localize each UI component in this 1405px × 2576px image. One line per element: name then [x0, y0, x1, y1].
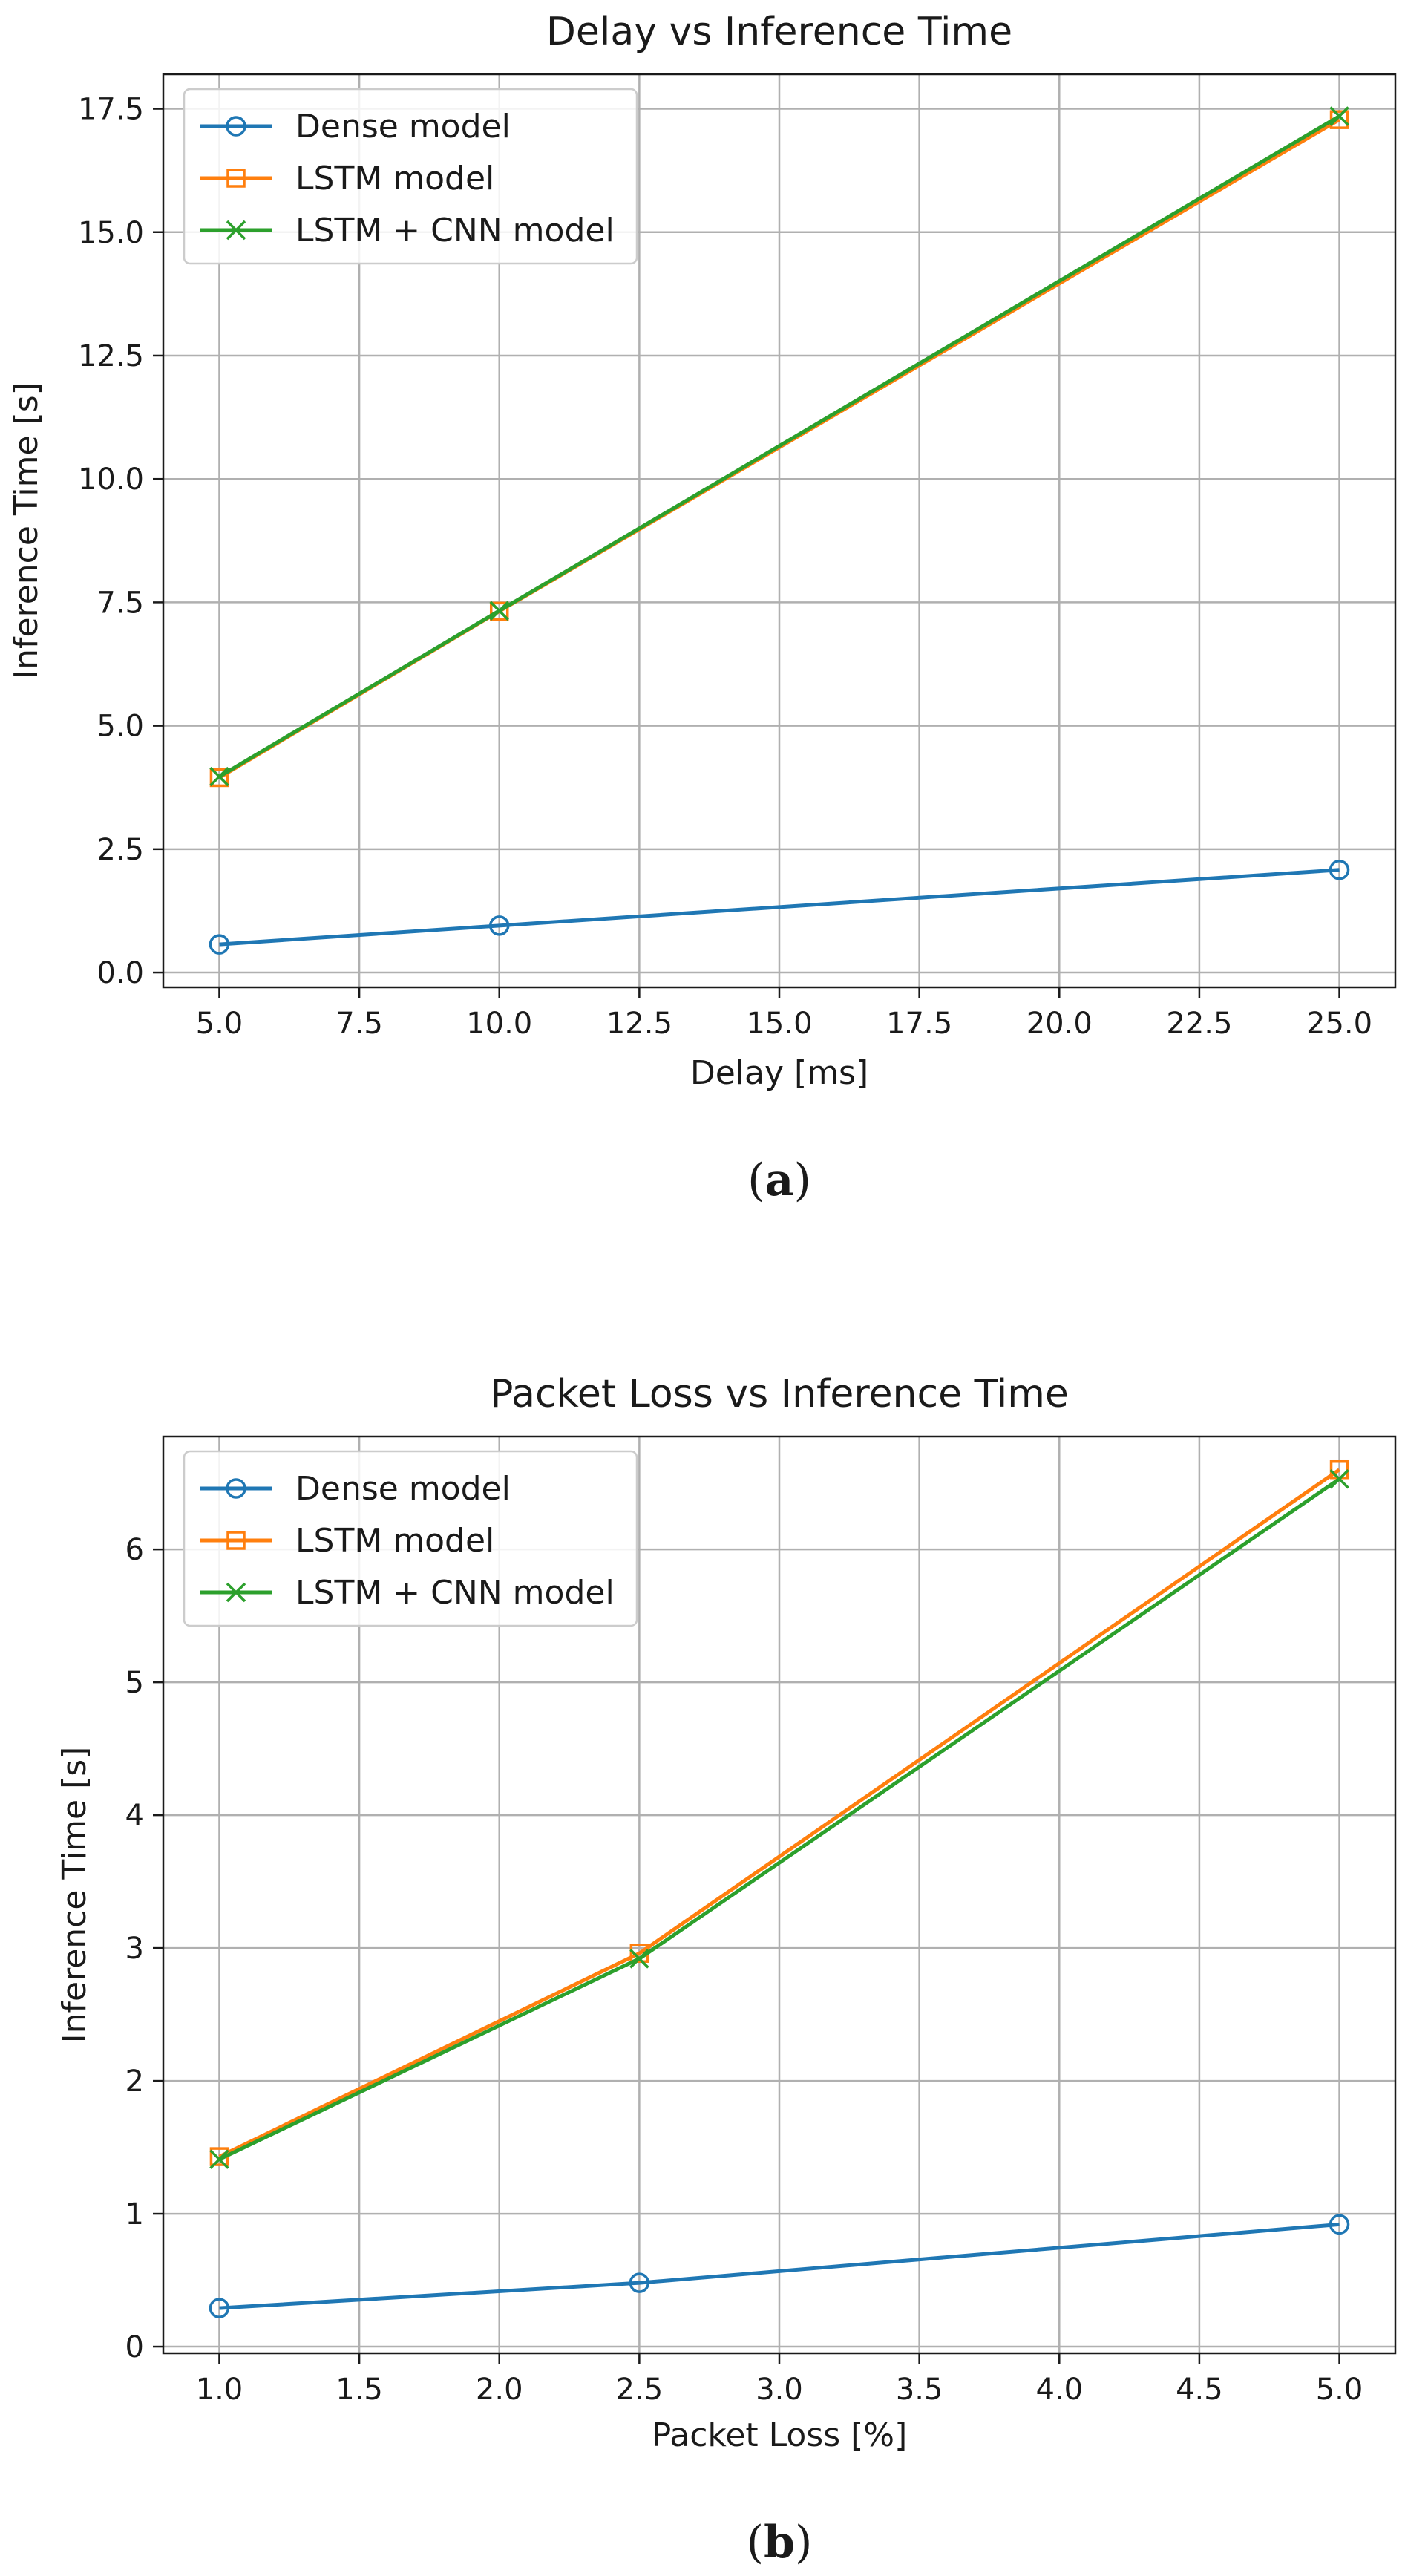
y-tick-label: 2.5 — [96, 833, 144, 867]
x-tick-label: 10.0 — [466, 1007, 532, 1041]
series-line-1 — [219, 868, 1340, 947]
legend-box — [183, 88, 638, 265]
x-tick-label: 20.0 — [1026, 1007, 1093, 1041]
x-tick-label: 15.0 — [746, 1007, 812, 1041]
data-point — [629, 1949, 649, 1969]
legend-box — [183, 1450, 638, 1627]
y-axis-label: Inference Time [s] — [7, 382, 45, 679]
series-line-2 — [218, 1468, 1340, 2159]
y-tick-label: 0 — [125, 2330, 144, 2364]
plot-frame — [162, 1435, 1397, 2355]
y-tick-label: 7.5 — [96, 586, 144, 620]
x-tick-label: 7.5 — [335, 1007, 383, 1041]
y-axis-label: Inference Time [s] — [56, 1747, 94, 2044]
chart-1: 5.0 7.5 10.0 12.5 15.0 17.5 20.0 22.5 25.0 0.0 2.5… — [7, 10, 1397, 1206]
x-tick-label: 1.5 — [335, 2373, 383, 2407]
x-tick-label: 4.5 — [1176, 2373, 1223, 2407]
series-line-1 — [219, 2222, 1340, 2310]
x-axis-label: Packet Loss [%] — [652, 2416, 908, 2454]
x-tick-label: 2.0 — [476, 2373, 523, 2407]
data-point — [209, 768, 229, 788]
chart-title: Packet Loss vs Inference Time — [490, 1372, 1069, 1416]
y-tick-label: 3 — [125, 1932, 144, 1966]
y-tick-label: 5.0 — [96, 710, 144, 744]
x-tick-label: 3.5 — [896, 2373, 943, 2407]
data-point — [209, 2149, 229, 2169]
data-point — [488, 915, 510, 936]
data-point — [489, 601, 509, 621]
subfigure-caption: (b) — [747, 2517, 813, 2569]
legend-label: LSTM + CNN model — [295, 1574, 615, 1612]
y-tick-label: 6 — [125, 1533, 144, 1567]
caption-part: a — [765, 1154, 794, 1206]
legend-marker — [226, 1478, 246, 1499]
data-point — [629, 2272, 650, 2293]
caption-part: ) — [795, 2517, 812, 2569]
y-tick-label: 15.0 — [78, 216, 144, 250]
x-tick-label: 25.0 — [1306, 1007, 1372, 1041]
chart-title: Delay vs Inference Time — [546, 10, 1012, 54]
data-point — [1329, 2214, 1350, 2235]
caption-part: ( — [747, 2517, 764, 2569]
legend-marker — [226, 116, 246, 137]
data-point — [1329, 1469, 1349, 1489]
x-tick-label: 17.5 — [886, 1007, 952, 1041]
x-tick-label: 22.5 — [1166, 1007, 1232, 1041]
y-tick-label: 2 — [125, 2065, 144, 2099]
x-tick-label: 4.0 — [1035, 2373, 1083, 2407]
y-tick-label: 1 — [125, 2197, 144, 2232]
data-point — [489, 601, 509, 621]
y-tick-label: 0.0 — [96, 956, 144, 990]
data-point — [209, 2298, 230, 2318]
data-point — [1329, 860, 1350, 880]
x-tick-label: 2.5 — [616, 2373, 664, 2407]
legend-label: Dense model — [295, 108, 511, 146]
legend-marker — [226, 169, 246, 188]
y-tick-label: 4 — [125, 1799, 144, 1833]
y-tick-label: 10.0 — [78, 462, 144, 497]
x-tick-label: 5.0 — [1316, 2373, 1363, 2407]
legend: Dense model LSTM model LSTM + CNN model — [183, 88, 638, 265]
legend-label: LSTM model — [295, 1522, 494, 1560]
x-tick-label: 1.0 — [196, 2373, 243, 2407]
data-point — [209, 766, 229, 787]
data-point — [209, 934, 230, 955]
x-tick-label: 12.5 — [606, 1007, 672, 1041]
legend-marker — [226, 1531, 246, 1550]
x-tick-label: 3.0 — [756, 2373, 803, 2407]
legend-label: LSTM model — [295, 160, 494, 197]
subfigure-caption: (a) — [747, 1154, 811, 1206]
y-tick-label: 5 — [125, 1666, 144, 1700]
x-axis-label: Delay [ms] — [690, 1054, 868, 1092]
data-point — [1329, 106, 1349, 126]
caption-part: ) — [793, 1154, 810, 1206]
legend: Dense model LSTM model LSTM + CNN model — [183, 1450, 638, 1627]
legend-marker — [226, 220, 246, 241]
chart-2: 1.0 1.5 2.0 2.5 3.0 3.5 4.0 4.5 5.0 0 1 2 3 4 5 6 Dense … — [56, 1372, 1397, 2569]
legend-marker — [226, 1582, 246, 1603]
y-tick-label: 12.5 — [78, 339, 144, 373]
caption-part: ( — [747, 1154, 764, 1206]
plot-frame — [162, 73, 1397, 989]
caption-part: b — [764, 2517, 795, 2569]
legend-label: Dense model — [295, 1470, 511, 1508]
y-tick-label: 17.5 — [78, 93, 144, 127]
x-tick-label: 5.0 — [196, 1007, 243, 1041]
legend-label: LSTM + CNN model — [295, 212, 615, 249]
